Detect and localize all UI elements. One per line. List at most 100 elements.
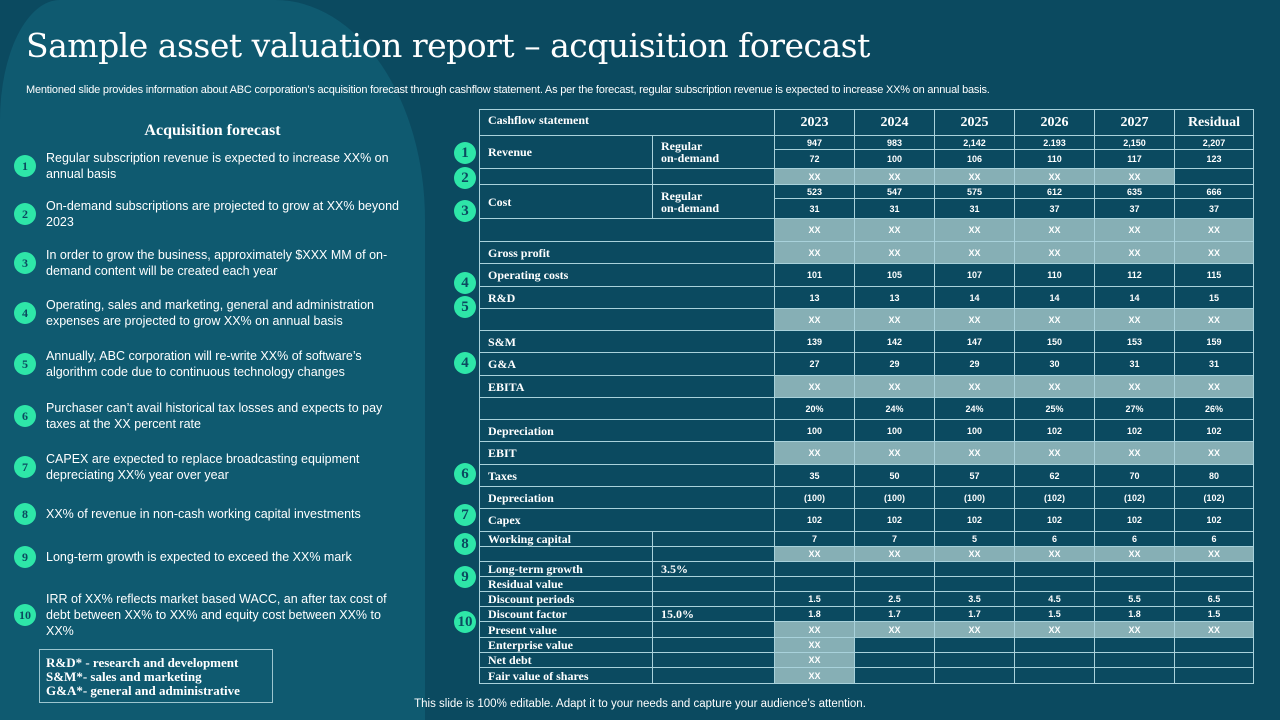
- number-badge: 3: [14, 252, 36, 274]
- value-cell: 2.5: [854, 591, 935, 607]
- row-sublabel: [652, 576, 775, 592]
- table-row: XX XX XX XX XX: [479, 168, 1254, 185]
- value-cell: [774, 561, 855, 577]
- value-cell: XX: [1094, 621, 1175, 638]
- value-cell: XX: [774, 667, 855, 684]
- value-cell: 2,150: [1094, 135, 1175, 150]
- value-cell: [854, 652, 935, 668]
- value-cell: [934, 652, 1015, 668]
- value-cell: 110: [1014, 263, 1095, 287]
- value-cell: 150: [1014, 330, 1095, 353]
- value-cell: 2,207: [1174, 135, 1254, 150]
- value-cell: 80: [1174, 464, 1254, 487]
- value-cell: [934, 637, 1015, 653]
- table-row: Discount periods 1.5 2.5 3.5 4.5 5.5 6.5: [479, 591, 1254, 607]
- table-row: R&D 13 13 14 14 14 15: [479, 286, 1254, 309]
- value-cell: 102: [1014, 508, 1095, 532]
- value-cell: 20%: [774, 397, 855, 420]
- header-year: 2027: [1094, 109, 1175, 136]
- value-cell: XX: [774, 621, 855, 638]
- value-cell: 100: [854, 149, 935, 169]
- forecast-item: 1 Regular subscription revenue is expecte…: [14, 150, 404, 182]
- value-cell: [1014, 667, 1095, 684]
- value-cell: XX: [934, 241, 1015, 264]
- value-cell: 2.193: [1014, 135, 1095, 150]
- forecast-item-text: XX% of revenue in non-cash working capit…: [46, 507, 361, 521]
- value-cell: 6: [1174, 531, 1254, 547]
- forecast-item: 8 XX% of revenue in non-cash working capi…: [14, 503, 404, 525]
- value-cell: XX: [1014, 441, 1095, 465]
- value-cell: XX: [934, 546, 1015, 562]
- table-row: Fair value of shares XX: [479, 667, 1254, 684]
- table-row: G&A 27 29 29 30 31 31: [479, 352, 1254, 376]
- value-cell: XX: [1094, 375, 1175, 398]
- cashflow-table: Cashflow statement 2023 2024 2025 2026 2027 Re…: [479, 109, 1254, 684]
- value-cell: 6: [1094, 531, 1175, 547]
- row-label: Depreciation: [479, 419, 775, 442]
- value-cell: [1174, 168, 1254, 185]
- row-number-badge: 1: [454, 142, 476, 164]
- acquisition-forecast-heading: Acquisition forecast: [144, 122, 281, 139]
- row-label: Long-term growth: [479, 561, 653, 577]
- value-cell: 1.7: [854, 606, 935, 622]
- row-label: Revenue: [479, 135, 653, 169]
- value-cell: XX: [1174, 218, 1254, 242]
- value-cell: 6: [1014, 531, 1095, 547]
- forecast-item: 3 In order to grow the business, approxim…: [14, 247, 404, 279]
- value-cell: XX: [1174, 546, 1254, 562]
- number-badge: 1: [14, 155, 36, 177]
- value-cell: 7: [774, 531, 855, 547]
- value-cell: 575: [934, 184, 1015, 199]
- row-label: [479, 546, 653, 562]
- header-year: 2024: [854, 109, 935, 136]
- value-cell: (100): [934, 486, 1015, 509]
- value-cell: XX: [774, 218, 855, 242]
- row-label: Present value: [479, 621, 653, 638]
- value-cell: XX: [854, 168, 935, 185]
- value-cell: XX: [1014, 621, 1095, 638]
- value-cell: 6.5: [1174, 591, 1254, 607]
- value-cell: [1174, 561, 1254, 577]
- value-cell: [1174, 667, 1254, 684]
- value-cell: [774, 576, 855, 592]
- value-cell: 14: [1094, 286, 1175, 309]
- value-cell: 123: [1174, 149, 1254, 169]
- forecast-item-text: Purchaser can’t avail historical tax los…: [46, 401, 383, 431]
- value-cell: 102: [1014, 419, 1095, 442]
- value-cell: 1.7: [934, 606, 1015, 622]
- table-row: 20% 24% 24% 25% 27% 26%: [479, 397, 1254, 420]
- value-cell: 4.5: [1014, 591, 1095, 607]
- table-row: Gross profit XX XX XX XX XX XX: [479, 241, 1254, 264]
- value-cell: XX: [774, 308, 855, 331]
- value-cell: [1094, 652, 1175, 668]
- value-cell: 159: [1174, 330, 1254, 353]
- value-cell: 31: [1094, 352, 1175, 376]
- forecast-item-text: CAPEX are expected to replace broadcasti…: [46, 452, 360, 482]
- value-cell: XX: [934, 308, 1015, 331]
- row-sublabel: [652, 531, 775, 547]
- header-year: Residual: [1174, 109, 1254, 136]
- table-row: Net debt XX: [479, 652, 1254, 668]
- value-cell: 24%: [854, 397, 935, 420]
- value-cell: 100: [934, 419, 1015, 442]
- value-cell: XX: [934, 441, 1015, 465]
- row-label: Taxes: [479, 464, 775, 487]
- forecast-item: 6 Purchaser can’t avail historical tax lo…: [14, 400, 404, 432]
- value-cell: XX: [774, 441, 855, 465]
- value-cell: (100): [774, 486, 855, 509]
- value-cell: XX: [854, 218, 935, 242]
- value-cell: 15: [1174, 286, 1254, 309]
- number-badge: 4: [14, 302, 36, 324]
- value-cell: 147: [934, 330, 1015, 353]
- value-cell: 31: [854, 198, 935, 219]
- table-row: Long-term growth 3.5%: [479, 561, 1254, 577]
- row-label: R&D: [479, 286, 775, 309]
- value-cell: 1.5: [1014, 606, 1095, 622]
- table-row: Discount factor 15.0% 1.8 1.7 1.7 1.5 1.8 1.5: [479, 606, 1254, 622]
- row-label: G&A: [479, 352, 775, 376]
- value-cell: 102: [1174, 419, 1254, 442]
- value-cell: 2,142: [934, 135, 1015, 150]
- value-cell: 26%: [1174, 397, 1254, 420]
- value-cell: [1014, 652, 1095, 668]
- value-cell: 100: [854, 419, 935, 442]
